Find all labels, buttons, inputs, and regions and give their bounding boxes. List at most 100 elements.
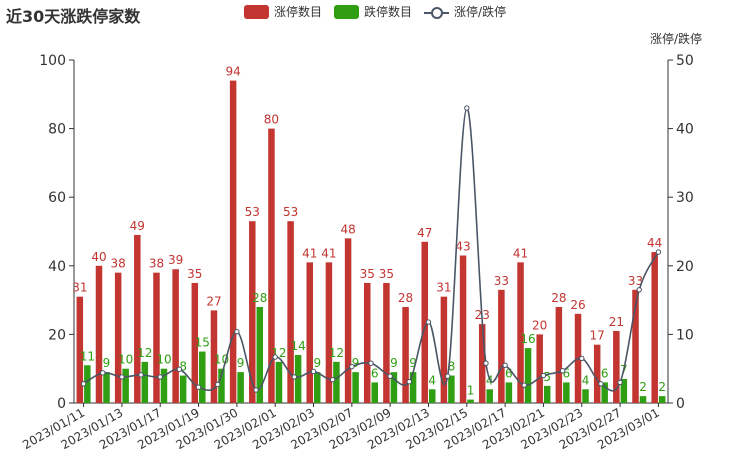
bar-up-label: 35 (187, 267, 202, 281)
bar-up-label: 26 (570, 298, 585, 312)
bar-down (428, 389, 436, 403)
bar-down (486, 389, 493, 403)
bar-up-label: 53 (245, 205, 260, 219)
bar-down (275, 361, 283, 403)
bar-up (95, 265, 103, 403)
bar-down (218, 368, 225, 403)
bar-up (249, 221, 256, 403)
bar-down (639, 396, 647, 403)
bar-up (134, 234, 141, 403)
ratio-point (368, 360, 374, 366)
bar-down-label: 9 (352, 356, 360, 370)
bar-down (84, 365, 91, 403)
bar-up-label: 35 (379, 267, 394, 281)
bar-down-label: 8 (448, 360, 456, 374)
bar-down (256, 306, 264, 403)
right-tick-label: 50 (676, 53, 694, 69)
ratio-point (349, 363, 355, 370)
ratio-point (80, 381, 87, 387)
bar-down (390, 372, 398, 403)
bar-down (103, 372, 110, 403)
legend-item-ratio[interactable]: 涨停/跌停 (424, 3, 506, 20)
bar-down (448, 375, 455, 403)
right-tick-label: 20 (676, 259, 694, 275)
bar-down-label: 9 (103, 356, 111, 370)
bar-up (498, 289, 505, 403)
ratio-point (176, 366, 183, 373)
right-tick-label: 30 (676, 190, 694, 206)
bar-up-label: 41 (321, 246, 336, 260)
bar-up-label: 53 (283, 205, 298, 219)
bar-down (314, 372, 321, 403)
bar-up-label: 35 (360, 267, 375, 281)
bar-up (440, 296, 448, 403)
bar-up (613, 330, 620, 403)
bar-up (555, 306, 563, 403)
ratio-point (157, 374, 163, 380)
bar-down-label: 15 (195, 336, 210, 350)
bar-down (333, 361, 340, 403)
bar-up (459, 255, 467, 403)
bar-up-label: 47 (417, 226, 432, 240)
left-tick-label: 20 (48, 327, 66, 343)
bar-down-label: 9 (409, 356, 417, 370)
legend-item-down[interactable]: 跌停数目 (334, 3, 412, 20)
bar-down-label: 8 (179, 360, 187, 374)
bar-up (114, 272, 122, 403)
ratio-point (253, 387, 259, 393)
bar-up-label: 44 (647, 236, 662, 250)
bar-down-label: 10 (156, 353, 171, 367)
right-tick-label: 10 (676, 327, 694, 343)
legend-swatch-up (244, 4, 269, 19)
bar-down-label: 2 (658, 380, 666, 394)
ratio-point (579, 355, 585, 362)
bar-down-label: 6 (371, 366, 379, 380)
legend-label-up: 涨停数目 (274, 5, 323, 19)
bar-up (478, 324, 486, 403)
bar-down (179, 375, 187, 403)
ratio-line (83, 107, 660, 392)
legend-label-ratio: 涨停/跌停 (454, 5, 507, 19)
ratio-point (444, 373, 451, 379)
bar-up-label: 28 (551, 291, 566, 305)
bar-down-label: 9 (313, 356, 321, 370)
bar-down (543, 385, 551, 403)
right-tick-label: 40 (676, 122, 694, 138)
right-tick-label: 0 (676, 396, 685, 412)
bar-up (383, 282, 390, 403)
bar-up-label: 33 (494, 274, 509, 288)
bar-down-label: 6 (563, 366, 571, 380)
bar-up-label: 41 (513, 246, 528, 260)
ratio-point (215, 381, 221, 388)
bar-up-label: 38 (111, 257, 126, 271)
ratio-point (636, 287, 642, 293)
bar-up-label: 49 (130, 219, 145, 233)
bar-up (536, 334, 543, 403)
bar-down (122, 368, 129, 403)
bar-up (268, 128, 275, 403)
bar-up-label: 33 (628, 274, 643, 288)
bar-down-label: 4 (428, 373, 436, 387)
ratio-point (234, 328, 240, 335)
bar-down (371, 382, 378, 403)
bar-up-label: 43 (455, 240, 470, 254)
legend: 涨停数目 跌停数目 涨停/跌停 (244, 3, 518, 20)
left-tick-label: 40 (48, 259, 66, 275)
bar-up (172, 269, 179, 403)
ratio-point (406, 379, 413, 385)
bar-down (199, 351, 206, 403)
bar-up (632, 289, 639, 403)
bar-down-label: 28 (252, 291, 267, 305)
legend-item-up[interactable]: 涨停数目 (244, 3, 322, 20)
bar-up-label: 39 (168, 253, 183, 267)
bar-up-label: 21 (609, 315, 624, 329)
ratio-point (119, 374, 125, 380)
bar-down (601, 382, 608, 403)
ratio-point (329, 376, 336, 383)
ratio-point (540, 372, 547, 379)
bar-down-label: 11 (80, 349, 95, 363)
bar-up-label: 31 (72, 281, 87, 295)
bar-down (141, 361, 149, 403)
bar-up (325, 262, 333, 403)
